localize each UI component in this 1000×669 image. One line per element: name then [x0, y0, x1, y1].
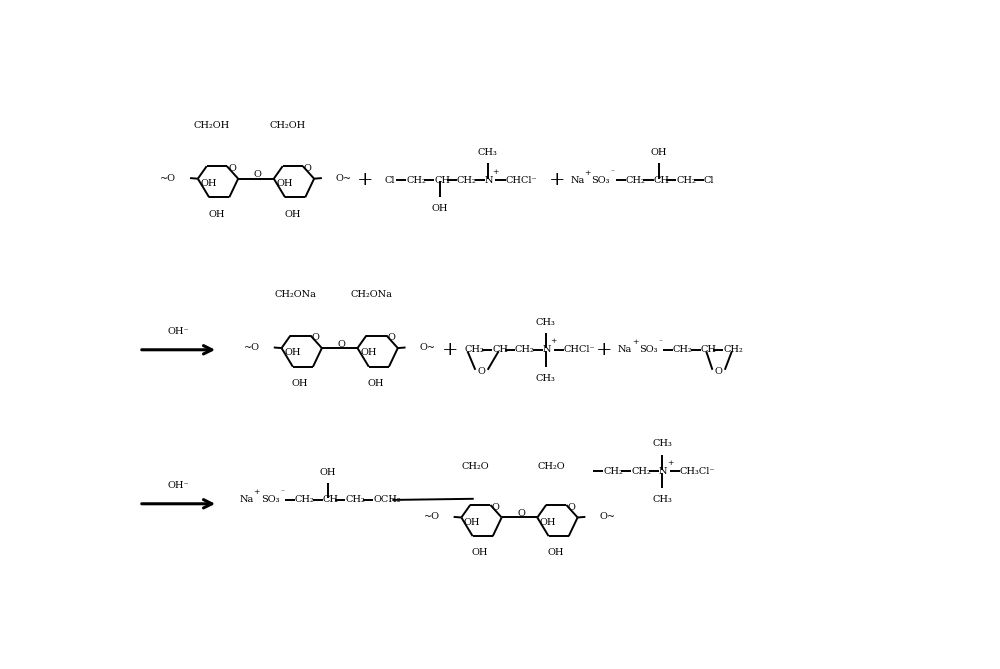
Text: O~: O~: [420, 343, 436, 352]
Text: ⁻: ⁻: [658, 339, 662, 347]
Text: O: O: [312, 333, 320, 343]
Text: +: +: [585, 169, 591, 177]
Text: CH₂: CH₂: [295, 496, 314, 504]
Text: OH: OH: [292, 379, 308, 388]
Text: CH₂OH: CH₂OH: [194, 120, 230, 130]
Text: OH: OH: [472, 549, 488, 557]
Text: CH: CH: [323, 496, 339, 504]
Text: +: +: [596, 341, 612, 359]
Text: +: +: [357, 171, 374, 189]
Text: O~: O~: [599, 512, 615, 521]
Text: Cl: Cl: [704, 176, 714, 185]
Text: CH₂ONa: CH₂ONa: [275, 290, 316, 299]
Text: CH₂: CH₂: [676, 176, 696, 185]
Text: CH₂: CH₂: [345, 496, 365, 504]
Text: OH: OH: [368, 379, 384, 388]
Text: SO₃: SO₃: [639, 345, 657, 355]
Text: CH₃: CH₃: [478, 149, 498, 157]
Text: OH: OH: [464, 518, 480, 527]
Text: OH⁻: OH⁻: [168, 481, 189, 490]
Text: SO₃: SO₃: [261, 496, 279, 504]
Text: CH: CH: [492, 345, 508, 355]
Text: OH: OH: [284, 209, 301, 219]
Text: O: O: [228, 164, 236, 173]
Text: N: N: [543, 345, 551, 355]
Text: OH: OH: [548, 549, 564, 557]
Text: +: +: [442, 341, 459, 359]
Text: CH₂: CH₂: [406, 176, 426, 185]
Text: OH: OH: [320, 468, 336, 477]
Text: CH₃: CH₃: [652, 495, 672, 504]
Text: ⁻: ⁻: [611, 169, 615, 177]
Text: O: O: [567, 503, 575, 512]
Text: +: +: [492, 168, 499, 176]
Text: CHCl⁻: CHCl⁻: [506, 176, 537, 185]
Text: SO₃: SO₃: [592, 176, 610, 185]
Text: CH₃: CH₃: [536, 318, 556, 326]
Text: CH: CH: [654, 176, 670, 185]
Text: CH₂O: CH₂O: [537, 462, 565, 472]
Text: O: O: [478, 367, 485, 376]
Text: CHCl⁻: CHCl⁻: [564, 345, 595, 355]
Text: CH₂: CH₂: [464, 345, 484, 355]
Text: +: +: [550, 337, 557, 345]
Text: OH: OH: [651, 149, 667, 157]
Text: CH₃: CH₃: [652, 440, 672, 448]
Text: ~O: ~O: [424, 512, 440, 521]
Text: OH: OH: [540, 518, 556, 527]
Text: CH₂: CH₂: [673, 345, 693, 355]
Text: OH: OH: [284, 349, 301, 357]
Text: ⁻: ⁻: [280, 489, 284, 497]
Text: O: O: [337, 340, 345, 349]
Text: ~O: ~O: [244, 343, 260, 352]
Text: O: O: [304, 164, 312, 173]
Text: O: O: [492, 503, 499, 512]
Text: CH₃Cl⁻: CH₃Cl⁻: [680, 467, 715, 476]
Text: +: +: [667, 459, 673, 467]
Text: N: N: [485, 176, 493, 185]
Text: OH⁻: OH⁻: [168, 327, 189, 336]
Text: CH₂O: CH₂O: [461, 462, 489, 472]
Text: O~: O~: [336, 173, 352, 183]
Text: OH: OH: [200, 179, 217, 188]
Text: CH₂: CH₂: [457, 176, 476, 185]
Text: Na: Na: [240, 496, 254, 504]
Text: CH₂: CH₂: [631, 467, 651, 476]
Text: CH₂: CH₂: [723, 345, 743, 355]
Text: Na: Na: [618, 345, 632, 355]
Text: ~O: ~O: [160, 173, 176, 183]
Text: CH₂: CH₂: [603, 467, 623, 476]
Text: O: O: [715, 367, 723, 376]
Text: OCH₂: OCH₂: [373, 496, 401, 504]
Text: CH₂: CH₂: [626, 176, 645, 185]
Text: +: +: [254, 488, 260, 496]
Text: OH: OH: [208, 209, 225, 219]
Text: Na: Na: [571, 176, 585, 185]
Text: CH₃: CH₃: [536, 374, 556, 383]
Text: CH: CH: [701, 345, 717, 355]
Text: O: O: [388, 333, 396, 343]
Text: +: +: [632, 338, 638, 346]
Text: CH₂OH: CH₂OH: [270, 120, 306, 130]
Text: CH₂: CH₂: [515, 345, 535, 355]
Text: CH₂ONa: CH₂ONa: [351, 290, 392, 299]
Text: O: O: [254, 171, 261, 179]
Text: OH: OH: [431, 204, 448, 213]
Text: Cl: Cl: [385, 176, 395, 185]
Text: +: +: [549, 171, 566, 189]
Text: OH: OH: [276, 179, 293, 188]
Text: O: O: [517, 509, 525, 518]
Text: N: N: [659, 467, 667, 476]
Text: OH: OH: [360, 349, 377, 357]
Text: CH: CH: [434, 176, 450, 185]
